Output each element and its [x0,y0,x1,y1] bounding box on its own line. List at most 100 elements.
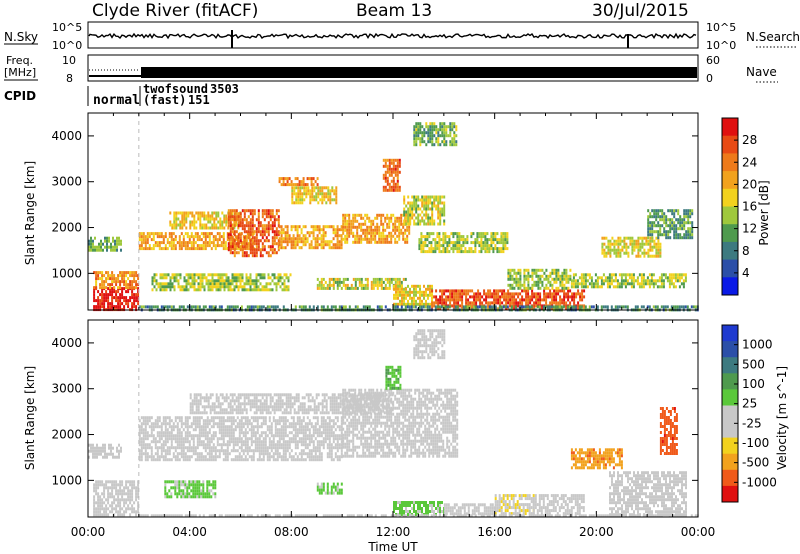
power-cell [218,232,221,236]
velocity-cell [210,416,213,420]
power-cell [197,282,200,286]
power-cell [584,282,587,286]
power-cell [316,243,319,247]
velocity-cell [174,449,177,453]
power-cell [442,235,445,239]
power-cell [325,186,328,190]
power-cell [551,292,554,296]
power-cell [324,286,327,290]
velocity-cell [196,419,199,423]
power-cell [490,244,493,248]
power-cell [275,233,278,237]
power-cell [251,248,254,252]
power-cell [653,215,656,219]
power-cell [468,247,471,251]
power-cell [394,158,397,162]
power-cell [431,195,434,199]
power-cell [172,247,175,251]
power-cell [165,273,168,277]
power-cell [515,292,518,296]
power-cell [295,192,298,196]
power-cell [243,242,246,246]
power-cell [423,293,425,297]
power-cell [651,215,654,219]
power-cell [88,242,90,246]
power-cell [233,285,236,289]
velocity-cell [200,434,203,438]
power-cell [519,283,522,287]
power-cell [571,295,574,299]
velocity-cell [129,498,132,502]
power-cell [428,235,431,239]
power-cell [574,279,577,283]
velocity-cell [131,504,134,508]
power-cell [506,241,509,245]
power-cell [105,286,108,290]
power-cell [154,232,157,236]
power-cell [386,237,389,241]
velocity-cell [127,507,130,511]
power-cell [199,217,202,221]
power-cell [223,217,226,221]
power-cell [417,284,419,288]
power-cell [413,134,416,138]
power-cell [435,198,438,202]
velocity-cell [196,455,199,459]
velocity-cell [214,434,217,438]
power-cell [138,305,141,309]
power-cell [588,305,591,309]
power-cell [354,305,357,309]
power-cell [421,125,424,129]
power-cell [212,235,215,239]
power-cell [476,238,479,242]
power-cell [277,282,280,286]
power-cell [326,305,329,309]
velocity-cell [168,419,171,423]
power-cell [637,248,640,252]
velocity-cell [142,419,145,423]
power-cell [582,282,585,286]
velocity-cell [119,504,122,508]
power-cell [335,195,338,199]
power-cell [425,201,428,205]
power-cell [616,285,619,289]
velocity-cell [99,495,102,499]
power-cell [326,240,329,244]
velocity-cell [212,434,215,438]
power-cell [360,286,363,290]
power-cell [451,125,454,129]
power-cell [350,222,353,226]
power-cell [316,283,319,287]
power-cell [398,222,401,226]
power-cell [404,237,407,241]
power-cell [675,218,678,222]
power-cell [220,235,223,239]
power-cell [649,245,652,249]
power-cell [179,226,182,230]
power-cell [443,210,446,214]
power-cell [221,220,224,224]
power-cell [312,246,315,250]
power-cell [640,276,643,280]
power-cell [436,247,439,251]
power-cell [574,282,577,286]
power-cell [424,238,427,242]
power-cell [374,228,377,232]
power-cell [431,137,434,141]
power-cell [452,244,455,248]
power-cell [456,232,459,236]
power-cell [376,240,379,244]
velocity-cell [110,443,112,447]
power-cell [687,218,690,222]
power-cell [396,164,399,168]
power-cell [432,247,435,251]
power-cell [663,227,666,231]
power-cell [598,276,601,280]
power-cell [266,305,269,309]
power-cell [261,230,264,234]
power-cell [467,289,470,293]
velocity-cell [144,428,147,432]
power-cell [388,277,391,281]
power-cell [216,241,219,245]
power-cell [285,285,288,289]
